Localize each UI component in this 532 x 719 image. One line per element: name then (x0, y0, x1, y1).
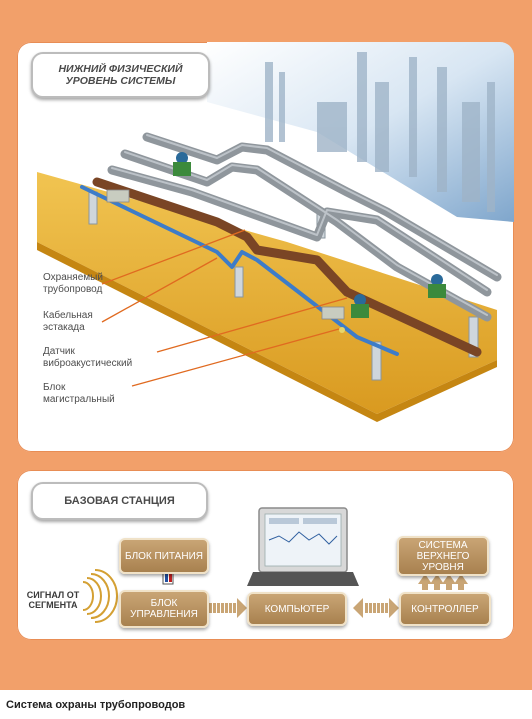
base-station-title: БАЗОВАЯ СТАНЦИЯ (31, 482, 208, 520)
label-protected-pipeline: Охраняемый трубопровод (43, 272, 103, 295)
figure-caption: Система охраны трубопроводов (6, 699, 186, 711)
base-station-panel: БАЗОВАЯ СТАНЦИЯ (17, 470, 514, 640)
arrow-control-to-computer (205, 598, 247, 618)
cable-line (80, 185, 399, 356)
leader-lines (101, 229, 348, 387)
refinery-silhouette (265, 52, 495, 212)
computer-block: КОМПЬЮТЕР (247, 592, 347, 626)
label-main-block: Блок магистральный (43, 382, 115, 405)
physical-level-panel: НИЖНИЙ ФИЗИЧЕСКИЙ УРОВЕНЬ СИСТЕМЫ Охраня… (17, 42, 514, 452)
arrow-computer-controller (353, 598, 399, 618)
upper-system-block: СИСТЕМА ВЕРХНЕГО УРОВНЯ (397, 536, 489, 576)
label-vibro-sensor: Датчик виброакустический (43, 346, 133, 369)
label-cable-estakada: Кабельная эстакада (43, 310, 93, 333)
valve-icon (173, 152, 446, 318)
computer-laptop-icon (247, 507, 359, 586)
signal-from-segment-label: СИГНАЛ ОТ СЕГМЕНТА (26, 590, 80, 610)
sensor-block (106, 189, 345, 333)
arrows-controller-to-upper (418, 574, 468, 590)
outer-frame: НИЖНИЙ ФИЗИЧЕСКИЙ УРОВЕНЬ СИСТЕМЫ Охраня… (0, 0, 532, 690)
estakada-platform (37, 172, 497, 414)
controller-block: КОНТРОЛЛЕР (399, 592, 491, 626)
pipeline-illustration (37, 42, 514, 422)
control-block: БЛОК УПРАВЛЕНИЯ (119, 590, 209, 628)
signal-wave-icon (82, 569, 118, 623)
base-station-connectors (82, 507, 468, 623)
protected-pipeline (92, 177, 482, 357)
physical-level-title: НИЖНИЙ ФИЗИЧЕСКИЙ УРОВЕНЬ СИСТЕМЫ (31, 52, 210, 98)
power-block: БЛОК ПИТАНИЯ (119, 538, 209, 574)
